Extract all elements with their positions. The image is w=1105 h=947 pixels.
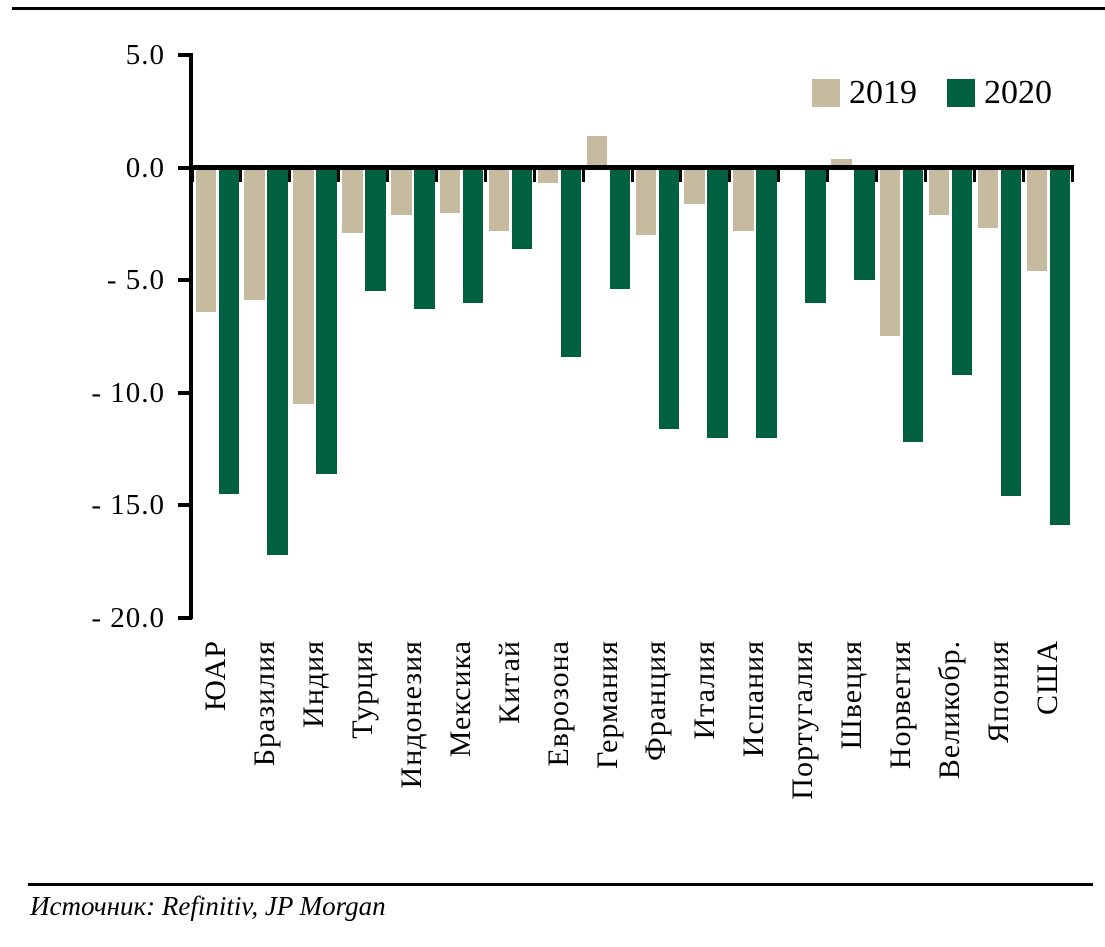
bar-2019-15 [928,167,950,215]
bar-2020-8 [609,167,631,289]
bar-2019-4 [391,167,412,215]
bar-2020-6 [511,167,533,249]
bar-2019-8 [586,136,608,168]
bar-2020-13 [854,167,875,280]
bar-2019-1 [244,167,265,301]
x-tick [972,169,976,182]
bar-2019-7 [537,167,559,184]
y-tick-label: - 15.0 [91,489,165,521]
bar-2019-11 [733,167,754,231]
y-tick-label: - 5.0 [106,264,165,296]
y-tick-label: 0.0 [125,151,165,184]
legend-item-2020: 2020 [947,76,1052,110]
bar-2019-16 [977,167,999,229]
bar-2020-4 [414,167,435,310]
x-tick [874,169,878,182]
x-tick [728,169,732,182]
bar-2019-0 [195,167,216,312]
bar-2020-2 [316,167,337,474]
legend-item-2019: 2019 [812,76,917,110]
legend-label-2020: 2020 [984,74,1052,111]
y-tick [178,390,192,395]
x-category-label: Бразилия [248,640,282,767]
x-tick [826,169,830,182]
legend: 2019 2020 [812,76,1052,110]
bar-2019-10 [684,167,705,204]
bar-2020-1 [267,167,288,555]
bottom-border-line [28,883,1093,886]
bar-2020-16 [1000,167,1022,496]
y-tick [178,53,192,57]
x-tick [679,169,683,182]
y-tick-label: - 20.0 [91,601,165,634]
x-category-label: Португалия [786,640,820,800]
x-category-label: Швеция [835,640,868,750]
bar-2019-13 [831,158,852,168]
x-category-label: Турция [346,640,380,739]
bar-2019-6 [488,167,510,231]
x-tick [1070,169,1074,182]
y-tick [178,278,192,282]
top-border-line [12,7,1105,10]
x-category-label: Китай [492,640,526,724]
x-tick [777,169,781,182]
x-category-label: Индия [297,640,331,728]
bar-2019-17 [1026,167,1048,271]
x-tick [581,169,585,182]
bar-2020-14 [902,167,924,442]
bar-2020-10 [707,167,728,438]
x-tick [532,169,536,182]
bar-2020-0 [218,167,239,494]
x-axis-zero-line [189,165,1074,170]
x-tick [337,169,341,182]
bar-2020-12 [805,167,826,303]
x-category-label: Япония [981,640,1015,743]
x-category-label: Еврозона [541,640,575,767]
bar-2020-15 [951,167,973,375]
x-tick [386,169,390,182]
x-tick [1021,169,1025,182]
x-category-label: Испания [737,640,771,758]
y-tick-label: - 10.0 [91,376,165,409]
x-tick [190,169,194,182]
bar-2020-3 [365,167,386,292]
x-category-label: Мексика [443,640,477,758]
x-tick [923,169,927,182]
x-category-label: ЮАР [199,640,233,712]
y-tick [178,165,192,170]
bar-2020-7 [560,167,582,357]
bar-2019-2 [293,167,314,404]
legend-swatch-2019-icon [812,79,840,107]
source-caption: Источник: Refinitiv, JP Morgan [30,891,386,921]
x-category-label: Индонезия [395,640,428,789]
legend-swatch-2020-icon [947,79,975,107]
x-tick [434,169,438,182]
bar-2019-3 [342,167,363,233]
x-category-label: Великобр. [932,640,966,780]
x-tick [630,169,634,182]
bar-2019-14 [879,167,901,337]
y-tick [178,615,192,620]
x-tick [288,169,292,182]
x-category-label: Италия [688,640,722,740]
y-tick [178,503,192,507]
bar-2019-9 [635,167,656,235]
bar-2019-5 [439,167,461,213]
bar-2020-5 [462,167,484,303]
x-tick [239,169,243,182]
legend-label-2019: 2019 [849,74,917,111]
x-category-label: США [1030,640,1064,715]
bar-2020-17 [1049,167,1071,526]
y-tick-label: 5.0 [125,39,165,71]
x-tick [483,169,487,182]
x-category-label: Норвегия [883,640,917,770]
y-axis-line [189,53,193,619]
bar-2020-9 [658,167,679,429]
bar-2020-11 [756,167,777,438]
x-category-label: Франция [639,640,673,761]
x-category-label: Германия [590,640,624,769]
